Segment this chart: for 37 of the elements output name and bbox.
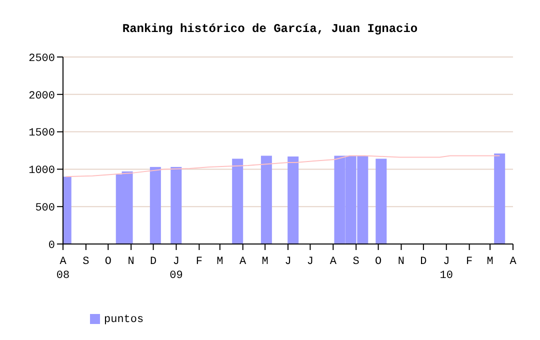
x-tick-label: F: [466, 256, 473, 268]
x-tick-label: S: [82, 256, 90, 268]
y-tick-label: 500: [35, 202, 55, 215]
bar: [170, 166, 182, 244]
bar: [494, 153, 506, 244]
y-tick-label: 1000: [28, 165, 55, 178]
y-tick-label: 2000: [28, 90, 55, 102]
y-tick-label: 1500: [28, 128, 55, 140]
bar: [376, 158, 387, 244]
y-tick-label: 0: [48, 240, 55, 252]
legend-label: puntos: [104, 314, 144, 326]
chart-title: Ranking histórico de García, Juan Ignacio: [121, 22, 419, 36]
x-tick-label: N: [398, 256, 405, 268]
x-tick-label: J 10: [440, 256, 453, 282]
x-tick-label: A: [510, 256, 517, 268]
x-tick-label: F: [196, 256, 202, 268]
y-tick-label: 2500: [28, 52, 55, 65]
x-tick-label: M: [486, 256, 494, 268]
x-tick-label: A: [240, 256, 247, 268]
x-tick-label: J: [284, 256, 292, 268]
bar: [260, 156, 272, 244]
bar: [232, 158, 244, 244]
x-tick-label: M: [216, 256, 224, 268]
x-tick-label: S: [352, 256, 360, 268]
bar: [150, 166, 161, 244]
x-tick-label: J: [306, 256, 314, 268]
bar: [288, 156, 299, 244]
line-series: [65, 155, 500, 178]
x-tick-label: A 08: [56, 256, 70, 282]
x-tick-label: J 09: [170, 256, 183, 282]
x-tick-label: M: [262, 256, 268, 268]
x-tick-label: O: [104, 256, 112, 268]
x-tick-label: O: [374, 256, 382, 268]
x-tick-label: D: [150, 256, 157, 268]
x-tick-label: N: [128, 256, 134, 268]
x-tick-label: A: [330, 256, 337, 268]
x-tick-label: D: [420, 256, 428, 268]
